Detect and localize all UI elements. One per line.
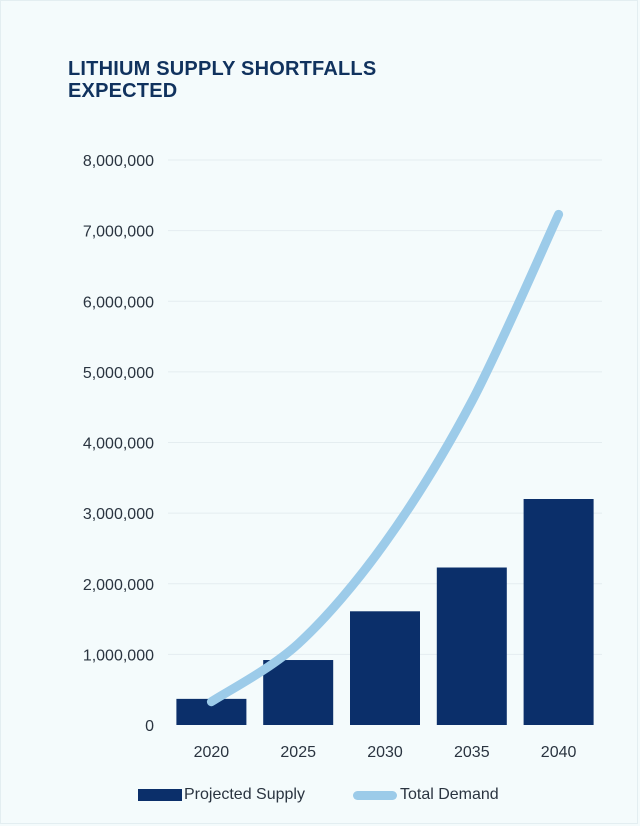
bar-supply-2040 [523,499,594,725]
x-tick-label: 2020 [194,744,230,761]
x-tick-label: 2025 [280,744,316,761]
x-tick-label: 2035 [454,744,490,761]
supply-bars [176,499,594,725]
y-tick-label: 2,000,000 [83,577,154,594]
bar-supply-2025 [263,660,334,725]
bar-supply-2030 [350,611,420,725]
line-demand [206,209,564,707]
y-tick-label: 0 [145,718,154,735]
x-axis: 2020 2025 2030 2035 2040 [194,744,577,761]
y-tick-label: 3,000,000 [83,506,154,523]
legend-label-demand: Total Demand [399,786,499,803]
y-tick-label: 7,000,000 [83,224,154,241]
legend-item-demand: Total Demand [352,786,499,804]
y-tick-label: 1,000,000 [83,647,154,664]
legend-item-supply: Projected Supply [138,786,305,804]
y-tick-label: 8,000,000 [83,153,154,170]
bar-supply-2035 [436,567,507,725]
y-tick-label: 4,000,000 [83,436,154,453]
legend-swatch-demand [352,790,397,800]
legend-label-supply: Projected Supply [184,786,305,803]
x-tick-label: 2030 [367,744,403,761]
chart-canvas: 0 1,000,000 2,000,000 3,000,000 4,000,000 5,0… [83,153,602,761]
y-tick-label: 6,000,000 [83,294,154,311]
chart-title: LITHIUM SUPPLY SHORTFALLS EXPECTED [68,58,377,102]
legend: Projected Supply Total Demand [138,784,499,806]
demand-line [206,209,564,707]
legend-swatch-supply [138,789,182,801]
y-axis: 0 1,000,000 2,000,000 3,000,000 4,000,000 5,0… [83,153,154,735]
y-tick-label: 5,000,000 [83,365,154,382]
x-tick-label: 2040 [541,744,577,761]
